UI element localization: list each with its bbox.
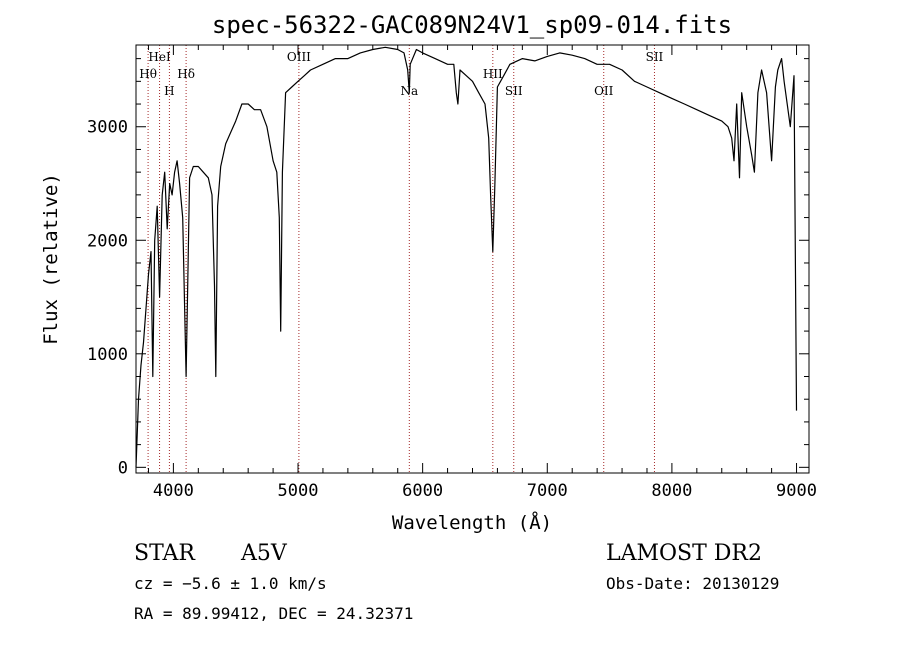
chart-title: spec-56322-GAC089N24V1_sp09-014.fits — [212, 11, 732, 39]
line-marker-label: SII — [505, 84, 523, 98]
line-marker-label: HII — [483, 67, 503, 81]
axis-layer: 4000 5000 6000 7000 8000 9000 0 1000 2000 3000 — [87, 45, 817, 501]
line-marker-label: HeI — [148, 50, 171, 64]
obs-date: Obs-Date: 20130129 — [606, 574, 779, 593]
x-axis-label: Wavelength (Å) — [392, 511, 552, 534]
line-marker-label: OIII — [287, 50, 311, 64]
spectral-subclass: A5V — [240, 541, 288, 566]
line-marker-label: SII — [646, 50, 664, 64]
line-marker-label: Hθ — [139, 67, 157, 81]
line-marker-label: Hδ — [177, 67, 195, 81]
x-tick-label: 9000 — [776, 481, 817, 501]
spectrum-line — [135, 46, 798, 468]
line-marker-label: H — [164, 84, 174, 98]
y-axis-label: Flux (relative) — [40, 173, 62, 345]
plot-frame — [135, 44, 810, 474]
x-tick-label: 5000 — [278, 481, 319, 501]
survey-name: LAMOST DR2 — [606, 541, 762, 566]
x-tick-label: 6000 — [402, 481, 443, 501]
x-tick-label: 8000 — [651, 481, 692, 501]
y-tick-label: 0 — [118, 458, 128, 478]
y-tick-label: 1000 — [87, 345, 128, 365]
redshift-readout: cz = −5.6 ± 1.0 km/s — [134, 574, 327, 593]
x-tick-label: 7000 — [527, 481, 568, 501]
line-marker-label: OII — [594, 84, 614, 98]
coordinates: RA = 89.99412, DEC = 24.32371 — [134, 604, 413, 623]
series-layer — [135, 46, 798, 468]
y-tick-label: 3000 — [87, 118, 128, 138]
object-class: STAR — [134, 541, 196, 566]
y-tick-label: 2000 — [87, 231, 128, 251]
x-tick-label: 4000 — [153, 481, 194, 501]
